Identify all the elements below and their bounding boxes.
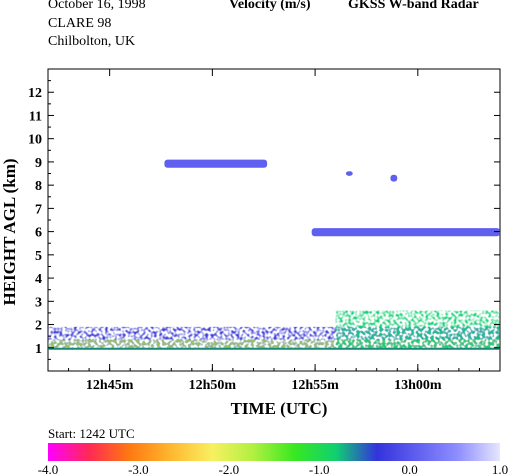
colorbar-tick-label: -4.0 — [38, 462, 59, 476]
x-axis-title: TIME (UTC) — [231, 399, 328, 418]
x-tick-label: 13h00m — [394, 378, 442, 393]
y-tick-label: 11 — [29, 109, 42, 124]
instrument-label: GKSS W-band Radar — [348, 0, 479, 12]
x-tick-label: 12h45m — [86, 378, 134, 393]
echo-layer — [48, 159, 500, 350]
y-tick-label: 1 — [35, 342, 42, 357]
x-tick-label: 12h50m — [189, 378, 237, 393]
colorbar-tick-label: -1.0 — [309, 462, 330, 476]
y-tick-label: 8 — [35, 179, 42, 194]
y-tick-label: 9 — [35, 156, 42, 171]
x-tick-label: 12h55m — [291, 378, 339, 393]
colorbar-tick-label: -3.0 — [128, 462, 149, 476]
quantity-label: Velocity (m/s) — [229, 0, 311, 12]
colorbar-tick-label: -2.0 — [219, 462, 240, 476]
colorbar — [48, 443, 500, 461]
echo-boundary-layer-low — [48, 339, 500, 349]
y-axis-title: HEIGHT AGL (km) — [0, 158, 19, 305]
y-tick-label: 4 — [35, 272, 42, 287]
campaign-label: CLARE 98 — [48, 16, 112, 31]
y-tick-label: 6 — [35, 226, 42, 241]
y-tick-label: 2 — [35, 319, 42, 334]
y-tick-label: 5 — [35, 249, 42, 264]
colorbar-labels: -4.0 -3.0 -2.0 -1.0 0.0 1.0 — [38, 462, 508, 476]
echo-upper-cloud-band — [164, 159, 268, 168]
y-tick-label: 3 — [35, 295, 42, 310]
y-tick-label: 12 — [28, 86, 42, 101]
y-tick-label: 10 — [28, 133, 42, 148]
y-tick-label: 7 — [35, 202, 42, 217]
echo-mid-level-layer — [311, 228, 500, 237]
start-time-label: Start: 1242 UTC — [48, 426, 135, 441]
echo-ground-line — [48, 347, 500, 350]
echo-isolated-echo — [345, 171, 353, 176]
colorbar-tick-label: 1.0 — [492, 462, 508, 476]
echo-isolated-echo — [390, 174, 398, 182]
colorbar-tick-label: 0.0 — [401, 462, 417, 476]
echo-convective-cells — [335, 310, 500, 348]
date-label: October 16, 1998 — [48, 0, 146, 12]
location-label: Chilbolton, UK — [48, 34, 136, 49]
